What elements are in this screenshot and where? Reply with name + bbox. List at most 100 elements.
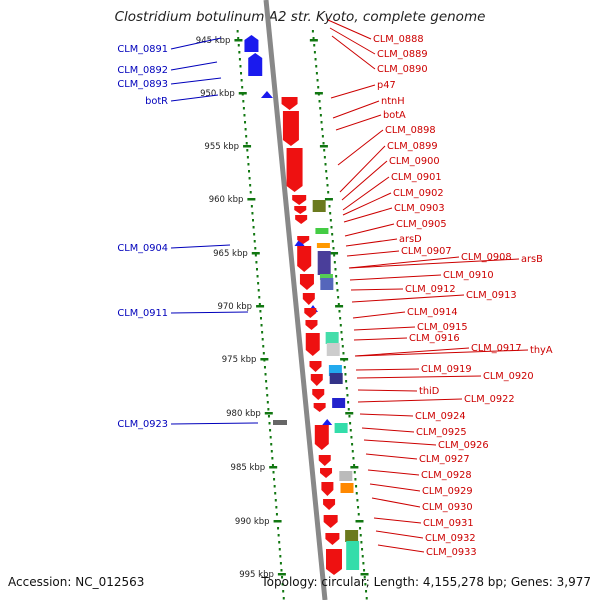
outer-tick-dot — [359, 534, 362, 537]
label-leader — [345, 238, 398, 247]
scale-label: 955 kbp — [204, 142, 239, 152]
major-tick — [324, 198, 333, 201]
major-tick — [335, 305, 344, 308]
outer-tick-dot — [352, 457, 355, 460]
reverse-gene-label: arsB — [521, 254, 543, 265]
major-tick — [247, 198, 256, 201]
outer-tick-dot — [314, 58, 317, 61]
reverse-gene-label: CLM_0917 — [471, 343, 522, 354]
inner-tick-dot — [281, 583, 284, 586]
outer-tick-dot — [353, 471, 356, 474]
reverse-gene-feature — [313, 403, 326, 412]
inner-tick-dot — [263, 366, 266, 369]
label-leader — [367, 469, 420, 476]
major-tick — [360, 573, 369, 576]
reverse-gene-label: CLM_0889 — [377, 49, 428, 60]
outer-tick-dot — [328, 205, 331, 208]
outer-tick-dot — [335, 282, 338, 285]
outer-tick-dot — [315, 72, 318, 75]
scale-label: 980 kbp — [226, 409, 261, 419]
gene-feature — [325, 332, 339, 344]
label-leader — [353, 337, 408, 341]
reverse-gene-label: CLM_0927 — [419, 454, 470, 465]
label-leader — [327, 19, 372, 40]
outer-tick-dot — [341, 338, 344, 341]
forward-gene-feature — [260, 91, 273, 98]
gene-feature — [319, 274, 333, 280]
inner-tick-dot — [259, 310, 262, 313]
inner-tick-dot — [245, 142, 248, 145]
outer-tick-dot — [325, 177, 328, 180]
reverse-gene-label: CLM_0901 — [391, 172, 442, 183]
reverse-gene-label: CLM_0898 — [385, 125, 436, 136]
gene-feature — [340, 483, 354, 493]
outer-tick-dot — [337, 303, 340, 306]
outer-tick-dot — [329, 219, 332, 222]
reverse-gene-label: CLM_0902 — [393, 188, 444, 199]
inner-tick-dot — [274, 492, 277, 495]
inner-tick-dot — [275, 513, 278, 516]
major-tick — [355, 520, 364, 523]
outer-tick-dot — [346, 394, 349, 397]
forward-gene-label: CLM_0891 — [117, 44, 168, 55]
reverse-gene-label: CLM_0907 — [401, 246, 452, 257]
reverse-gene-feature — [309, 361, 322, 372]
inner-tick-dot — [250, 205, 253, 208]
label-leader — [355, 368, 420, 371]
label-leader — [339, 145, 386, 193]
gene-feature — [339, 471, 353, 481]
inner-tick-dot — [244, 121, 247, 124]
reverse-gene-feature — [299, 274, 314, 290]
inner-tick-dot — [249, 184, 252, 187]
outer-tick-dot — [345, 387, 348, 390]
label-leader — [357, 398, 463, 403]
outer-tick-dot — [344, 373, 347, 376]
genome-summary-text: Topology: circular; Length: 4,155,278 bp… — [261, 575, 591, 589]
reverse-gene-feature — [297, 236, 310, 244]
outer-tick-dot — [362, 562, 365, 565]
major-tick — [277, 573, 286, 576]
inner-tick-dot — [272, 471, 275, 474]
inner-tick-dot — [281, 576, 284, 579]
reverse-gene-feature — [294, 206, 307, 214]
inner-tick-dot — [257, 289, 260, 292]
gene-feature — [345, 530, 359, 542]
inner-tick-dot — [267, 415, 270, 418]
inner-tick-dot — [248, 177, 251, 180]
gene-feature — [346, 541, 360, 570]
outer-tick-dot — [334, 268, 337, 271]
label-leader — [371, 497, 421, 508]
outer-tick-dot — [340, 331, 343, 334]
outer-tick-dot — [323, 156, 326, 159]
inner-tick-dot — [282, 590, 285, 593]
outer-tick-dot — [313, 44, 316, 47]
inner-tick-dot — [271, 457, 274, 460]
label-leader — [377, 544, 425, 553]
outer-tick-dot — [317, 86, 320, 89]
reverse-gene-label: CLM_0905 — [396, 219, 447, 230]
inner-tick-dot — [266, 394, 269, 397]
outer-tick-dot — [350, 436, 353, 439]
inner-tick-dot — [258, 303, 261, 306]
inner-tick-dot — [254, 247, 257, 250]
label-leader — [335, 114, 382, 131]
reverse-gene-label: CLM_0924 — [415, 411, 466, 422]
outer-tick-dot — [321, 135, 324, 138]
inner-tick-dot — [275, 506, 278, 509]
outer-tick-dot — [343, 366, 346, 369]
scale-label: 960 kbp — [209, 195, 244, 205]
scale-label: 985 kbp — [231, 463, 266, 473]
reverse-gene-feature — [325, 533, 340, 545]
label-leader — [344, 223, 395, 237]
reverse-gene-label: arsD — [399, 234, 422, 245]
forward-gene-feature — [244, 35, 259, 52]
label-leader — [348, 258, 520, 269]
inner-tick-dot — [279, 562, 282, 565]
scale-label: 975 kbp — [222, 355, 257, 365]
gene-feature — [329, 373, 343, 384]
inner-tick-dot — [239, 65, 242, 68]
outer-tick-dot — [336, 289, 339, 292]
reverse-gene-label: CLM_0915 — [417, 322, 468, 333]
inner-tick-dot — [279, 555, 282, 558]
outer-tick-dot — [320, 121, 323, 124]
